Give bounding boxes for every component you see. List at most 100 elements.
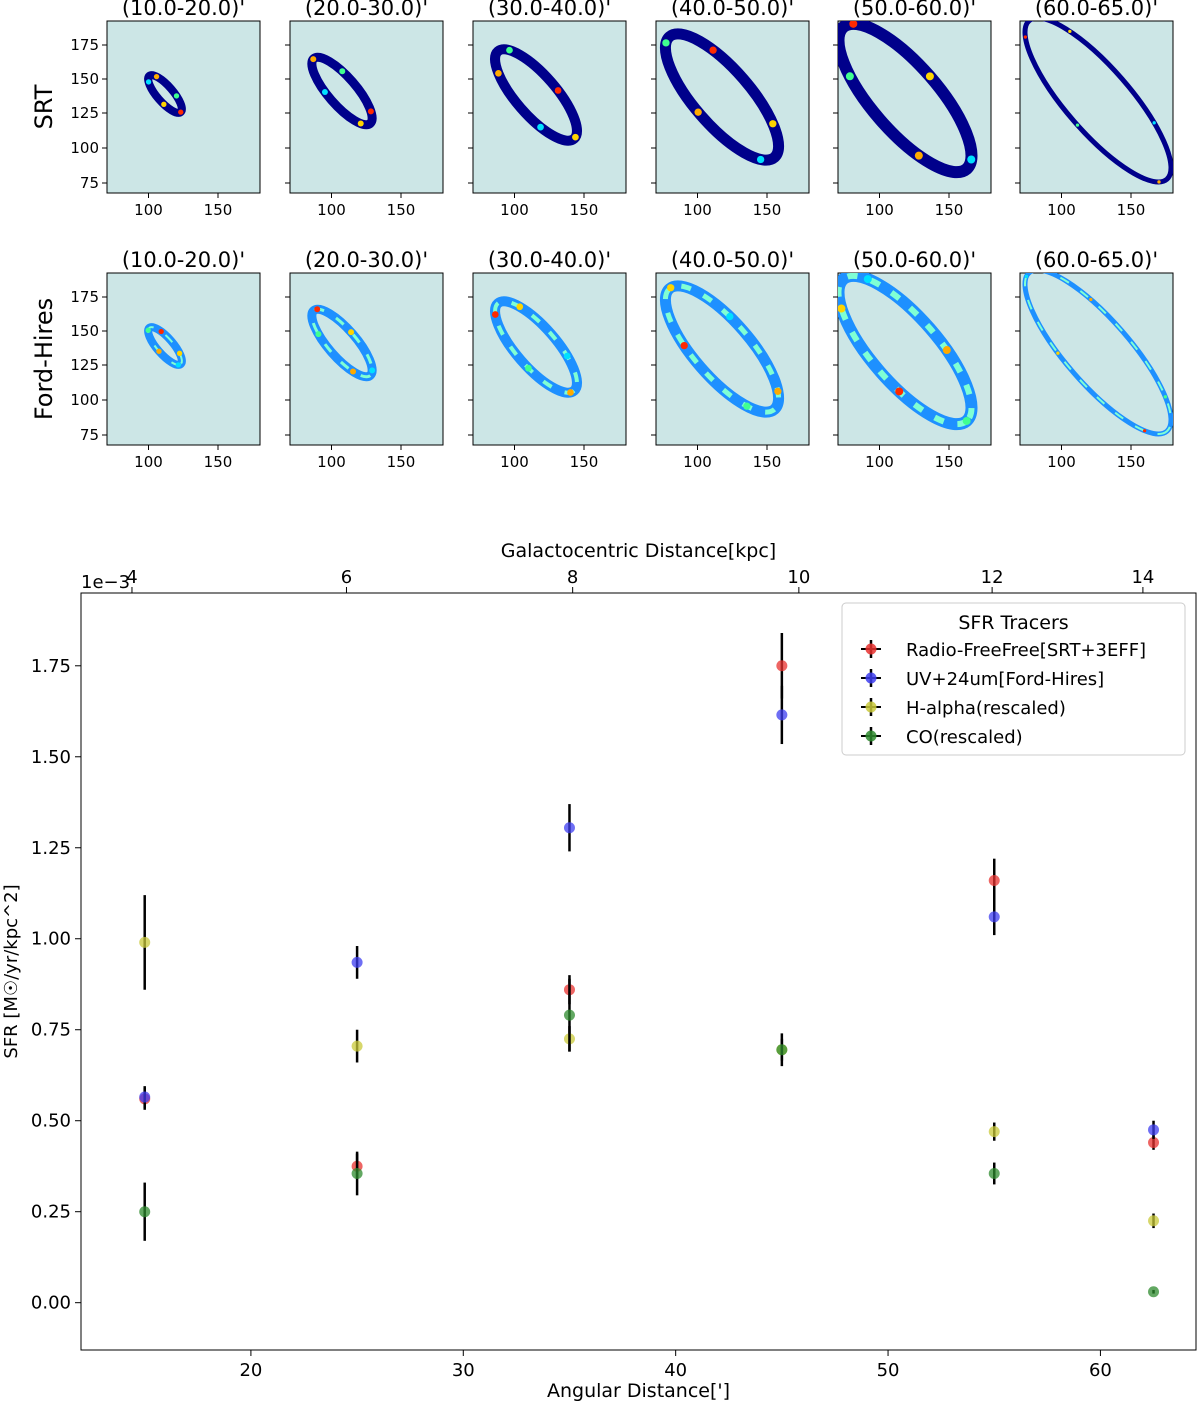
ring-detail	[662, 283, 782, 415]
panel-ytick-label: 150	[70, 70, 99, 88]
data-point	[1148, 1124, 1160, 1136]
ring-panel: (40.0-50.0)' 100 150	[651, 0, 810, 219]
data-point	[1148, 1215, 1160, 1227]
ring-hotspot	[516, 303, 524, 311]
series	[139, 685, 1160, 1139]
ring-detail	[1024, 273, 1172, 435]
panel-title: (50.0-60.0)'	[853, 0, 976, 20]
panel-title: (50.0-60.0)'	[853, 248, 976, 272]
ring-panel: (60.0-65.0)' 100 150	[1015, 0, 1174, 219]
data-point	[139, 1091, 151, 1103]
row-label: SRT	[30, 84, 58, 129]
data-point	[776, 660, 788, 672]
legend-label: UV+24um[Ford-Hires]	[906, 669, 1104, 690]
data-point	[988, 875, 1000, 887]
panel-ytick-label: 75	[80, 174, 99, 192]
ring-hotspot	[756, 155, 765, 164]
x-tick-label: 60	[1089, 1360, 1112, 1381]
ring-hotspot	[156, 348, 162, 354]
ring-hotspot	[743, 402, 751, 410]
data-point	[351, 1040, 363, 1052]
ring-hotspot	[838, 304, 846, 313]
ring-hotspot	[495, 69, 502, 77]
panel-title: (40.0-50.0)'	[671, 0, 794, 20]
ring-hotspot	[173, 93, 180, 99]
data-point	[776, 1044, 788, 1056]
legend-marker	[865, 701, 877, 713]
panel-xtick-label: 100	[865, 453, 894, 471]
ring-hotspot	[348, 329, 355, 336]
y-tick-label: 0.75	[31, 1020, 71, 1041]
ring-hotspot	[178, 109, 184, 115]
data-point	[988, 1126, 1000, 1138]
panel-xtick-label: 100	[865, 201, 894, 219]
ring-hotspot	[769, 120, 777, 128]
y-tick-label: 1.75	[31, 656, 71, 677]
sfr-chart: 20 30 40 50 60 4 6 8 10 12 14 0.00 0.25 0.50 0.75 1.00 1…	[1, 540, 1197, 1402]
panel-xtick-label: 100	[1047, 201, 1076, 219]
ring-panel: (20.0-30.0)' 100 150	[285, 248, 444, 471]
ring-hotspot	[537, 123, 544, 131]
panel-frame	[655, 272, 810, 446]
panel-xtick-label: 100	[500, 453, 529, 471]
top-x-tick-label: 10	[787, 567, 810, 588]
top-x-tick-label: 12	[981, 567, 1004, 588]
data-point	[139, 1206, 151, 1218]
panel-ytick-label: 175	[70, 288, 99, 306]
ring-hotspot	[914, 151, 923, 160]
ring-hotspot	[350, 368, 357, 375]
y-tick-label: 0.25	[31, 1202, 71, 1223]
ring-hotspot	[1023, 35, 1028, 39]
ring-hotspot	[1163, 395, 1168, 399]
x-tick-label: 30	[452, 1360, 475, 1381]
data-point	[1148, 1286, 1160, 1298]
legend-label: H-alpha(rescaled)	[906, 698, 1066, 719]
panel-xtick-label: 100	[683, 453, 712, 471]
ring-hotspot	[567, 389, 574, 396]
panel-title: (30.0-40.0)'	[488, 0, 611, 20]
top-x-tick-label: 14	[1131, 567, 1154, 588]
legend-marker	[865, 672, 877, 684]
ring-hotspot	[1152, 121, 1156, 125]
panel-frame	[1019, 20, 1174, 194]
panel-title: (10.0-20.0)'	[122, 248, 245, 272]
data-point	[1148, 1137, 1160, 1149]
panel-xtick-label: 150	[387, 453, 416, 471]
data-point	[563, 822, 575, 834]
ring-hotspot	[895, 387, 904, 396]
panel-ytick-label: 100	[70, 391, 99, 409]
panel-title: (60.0-65.0)'	[1035, 0, 1158, 20]
panel-xtick-label: 150	[204, 201, 233, 219]
data-point	[776, 709, 788, 721]
panel-ytick-label: 125	[70, 356, 99, 374]
ring-hotspot	[175, 362, 181, 368]
ring-panel: (50.0-60.0)' 100 150	[833, 248, 992, 471]
legend-marker	[865, 730, 877, 742]
x-tick-label: 20	[239, 1360, 262, 1381]
x-tick-label: 40	[664, 1360, 687, 1381]
ring-hotspot	[1089, 297, 1093, 302]
legend-label: Radio-FreeFree[SRT+3EFF]	[906, 640, 1146, 661]
ring-hotspot	[694, 108, 702, 116]
panel-title: (60.0-65.0)'	[1035, 248, 1158, 272]
ring	[1022, 21, 1173, 185]
data-point	[351, 956, 363, 968]
ring-panel: (40.0-50.0)' 100 150	[651, 248, 810, 471]
top-x-tick-label: 6	[341, 567, 352, 588]
data-point	[563, 1009, 575, 1021]
x-tick-label: 50	[877, 1360, 900, 1381]
panel-xtick-label: 150	[387, 201, 416, 219]
top-x-axis-label: Galactocentric Distance[kpc]	[501, 540, 776, 562]
data-point	[988, 911, 1000, 923]
top-x-tick-label: 4	[126, 567, 137, 588]
ring-panels: SRT (10.0-20.0)' 100 150 175 150 125 100 75 (20.0…	[30, 0, 1174, 471]
ring-detail	[310, 307, 374, 379]
ring-hotspot	[962, 416, 971, 425]
y-tick-label: 1.00	[31, 929, 71, 950]
ring-hotspot	[863, 275, 872, 284]
ring-panel: (30.0-40.0)' 100 150	[468, 0, 627, 219]
panel-xtick-label: 100	[134, 201, 163, 219]
panel-xtick-label: 150	[570, 201, 599, 219]
panel-ytick-label: 75	[80, 426, 99, 444]
